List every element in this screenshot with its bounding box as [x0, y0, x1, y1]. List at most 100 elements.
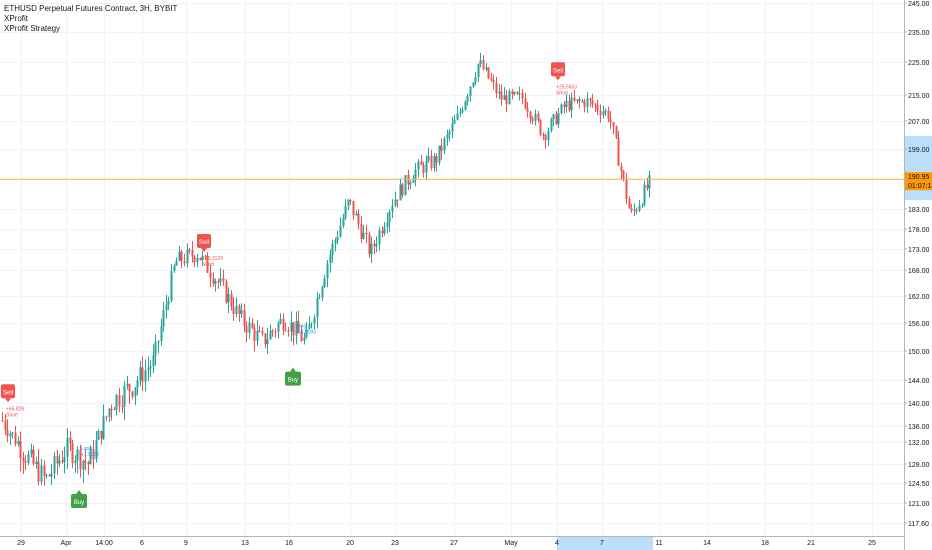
sell-tag: [1, 384, 15, 399]
price-tick-label: 156.00: [908, 321, 930, 328]
candle-body: [487, 67, 490, 79]
candle-body: [331, 243, 334, 255]
candle-body: [79, 449, 82, 470]
candle-body: [461, 109, 464, 112]
candle-body: [284, 329, 287, 331]
price-tick-label: 162.00: [908, 294, 930, 301]
candle-body: [336, 236, 339, 241]
sell-tag: [551, 62, 565, 77]
candle-body: [115, 394, 118, 410]
candle-body: [323, 278, 326, 287]
candle-body: [196, 257, 199, 263]
signal-note: Long: [81, 446, 92, 452]
candle-body: [295, 321, 298, 336]
candle-body: [370, 243, 373, 254]
symbol-title: ETHUSD Perpetual Futures Contract, 3H, B…: [4, 4, 178, 13]
time-axis[interactable]: 29 Apr 14:00 6 9 13 16 20 23 27 May 4 7 11 14 18 21 25: [0, 536, 932, 550]
candle-body: [407, 175, 410, 185]
candle-body: [24, 460, 27, 463]
time-tick-label: 21: [807, 540, 815, 547]
candle-body: [144, 370, 147, 382]
candle-body: [108, 408, 111, 417]
candle-body: [490, 78, 493, 81]
candle-body: [391, 205, 394, 212]
candle-body: [316, 298, 319, 318]
time-tick-label: 9: [184, 540, 188, 547]
candle-body: [170, 270, 173, 301]
candle-body: [602, 112, 605, 116]
candle-body: [492, 80, 495, 83]
time-tick-label: 11: [655, 540, 662, 547]
candle-body: [355, 213, 358, 216]
candle-body: [373, 243, 376, 247]
candle-body: [32, 449, 35, 464]
candle-body: [121, 406, 124, 408]
signal-value: +46.3129: [202, 256, 223, 262]
candle-body: [160, 326, 163, 342]
candle-body: [58, 460, 61, 464]
price-tick-label: 235.00: [908, 30, 930, 37]
candle-body: [581, 101, 584, 103]
price-axis[interactable]: 245.00 235.00 225.00 215.00 207.00 199.00 183.…: [904, 0, 932, 550]
candle-body: [612, 122, 615, 127]
candle-body: [128, 384, 131, 392]
price-tick-label: 117.60: [908, 521, 929, 528]
indicator-xprofit[interactable]: XProfit: [4, 14, 29, 23]
candle-body: [485, 67, 488, 70]
candle-body: [134, 387, 137, 397]
candle-body: [266, 339, 269, 345]
candle-body: [82, 460, 85, 470]
candle-body: [50, 473, 53, 477]
candle-body: [253, 328, 256, 341]
signal-buy[interactable]: Buy Long+54.9093: [285, 324, 316, 386]
candle-body: [326, 263, 329, 279]
time-tick-label: 14: [703, 540, 711, 547]
candle-body: [430, 155, 433, 168]
candle-body: [552, 114, 555, 120]
candle-body: [433, 156, 436, 168]
candle-body: [173, 265, 176, 271]
candle-body: [193, 256, 196, 263]
candle-body: [420, 161, 423, 166]
candle-body: [576, 99, 579, 101]
time-axis-range: [557, 537, 653, 550]
candle-body: [245, 325, 248, 333]
candle-body: [313, 317, 316, 324]
candle-body: [547, 130, 550, 141]
candle-body: [607, 110, 610, 119]
candle-body: [383, 227, 386, 234]
candle-body: [539, 120, 542, 135]
candle-body: [261, 331, 264, 334]
candle-body: [4, 420, 7, 430]
candle-body: [617, 137, 620, 166]
candle-body: [149, 366, 152, 369]
candle-body: [448, 131, 451, 135]
price-tick-label: 215.00: [908, 93, 930, 100]
indicator-xprofit-strategy[interactable]: XProfit Strategy: [4, 24, 61, 33]
signal-buy[interactable]: Buy Long+1.9232: [71, 446, 99, 508]
candle-body: [422, 165, 425, 173]
candle-body: [206, 256, 209, 273]
candle-body: [102, 416, 105, 439]
candle-body: [69, 437, 72, 444]
candle-body: [66, 437, 69, 458]
time-tick-label: 7: [600, 540, 604, 547]
candle-body: [110, 408, 113, 410]
candle-body: [425, 160, 428, 173]
price-tick-label: 225.00: [908, 60, 930, 67]
candle-body: [443, 138, 446, 151]
sell-tag-pointer: [201, 248, 207, 252]
candle-body: [300, 332, 303, 341]
candle-body: [524, 98, 527, 109]
candle-body: [414, 169, 417, 180]
signal-note: Long: [295, 324, 306, 330]
candlestick-series: [1, 52, 651, 487]
strategy-signals[interactable]: Sell+65.826ShortBuyLong+1.9232Sell+46.31…: [1, 62, 577, 508]
sell-label: Sell: [3, 390, 13, 396]
candle-body: [586, 98, 589, 108]
price-tick-label: 128.00: [908, 462, 930, 469]
